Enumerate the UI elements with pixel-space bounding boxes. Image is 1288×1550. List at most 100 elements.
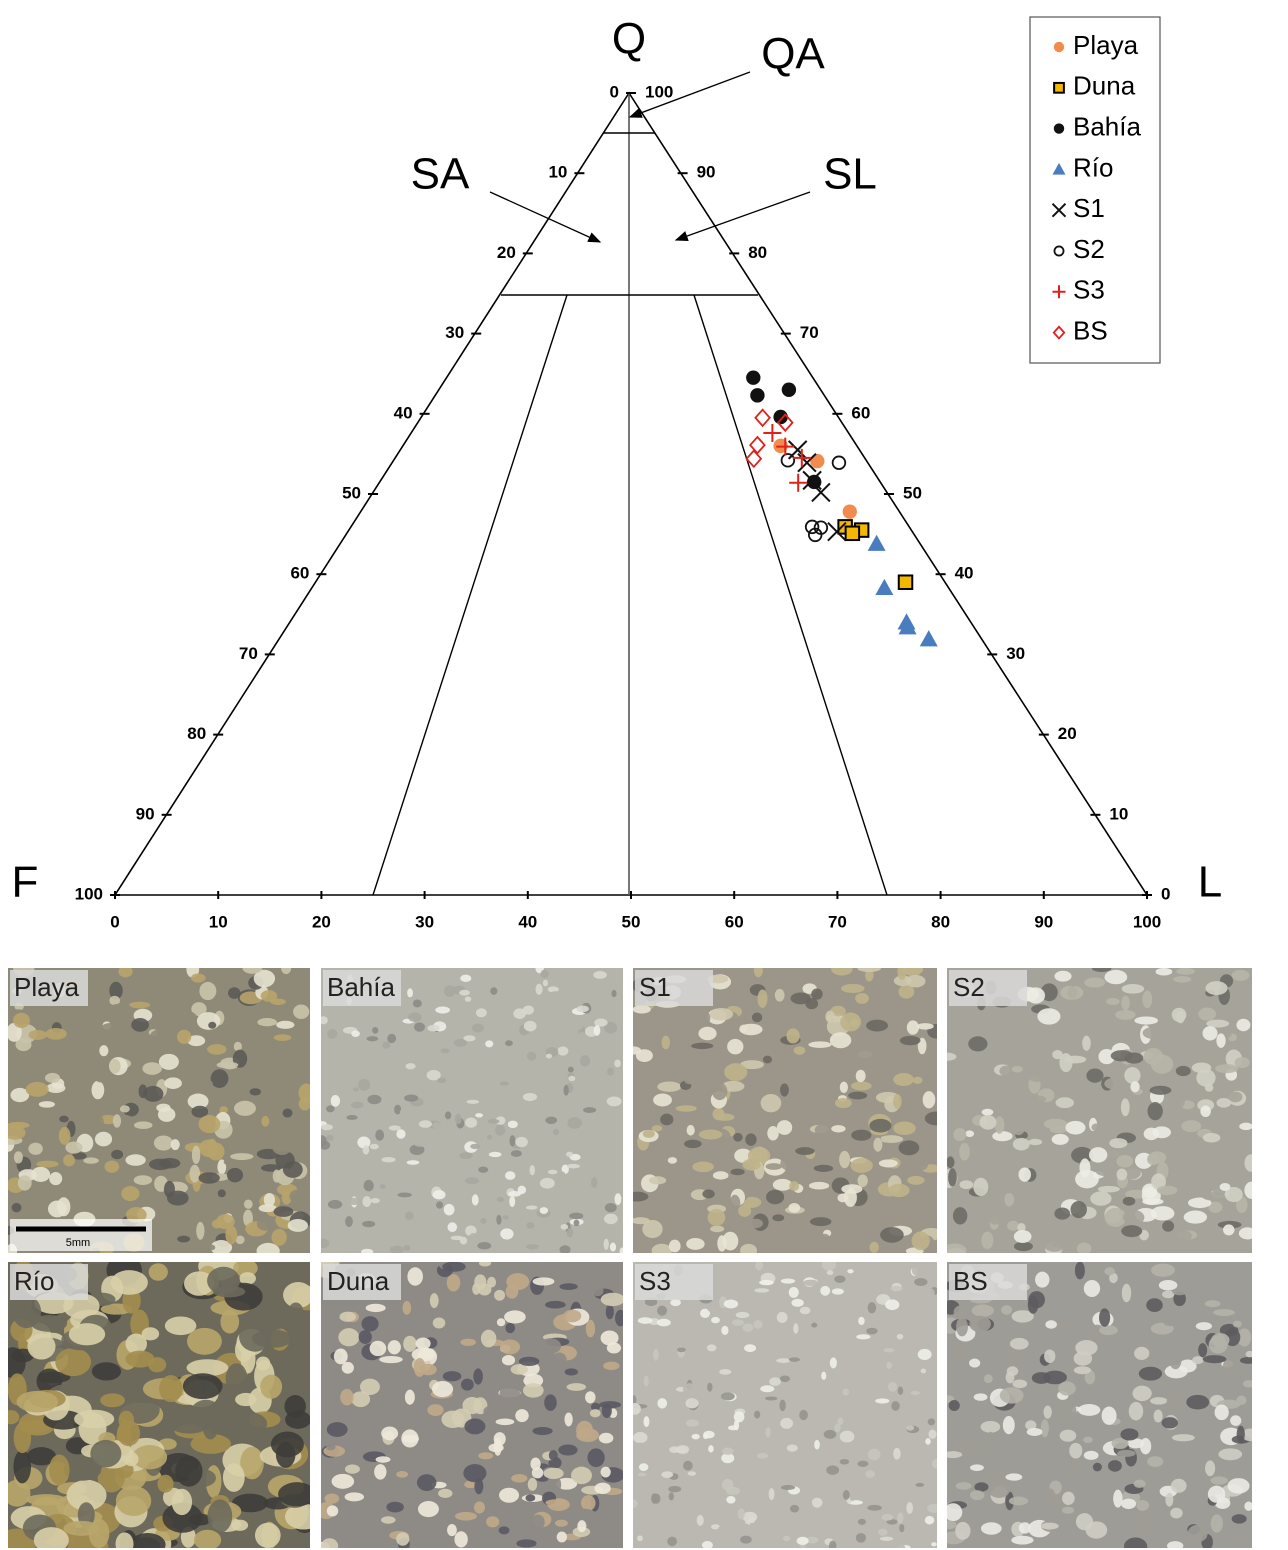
grain — [809, 1453, 817, 1462]
grain — [460, 1338, 477, 1346]
grain — [1136, 1499, 1150, 1511]
grain — [687, 1471, 696, 1476]
grain — [988, 1481, 1010, 1498]
grain — [563, 1100, 578, 1106]
grain — [686, 1238, 705, 1250]
grain — [786, 1028, 800, 1044]
legend-marker — [1052, 285, 1066, 299]
grain — [988, 1211, 1003, 1225]
grain — [1035, 1271, 1050, 1288]
grain — [517, 1185, 527, 1195]
triangle-frame — [113, 91, 1149, 896]
grain — [539, 1338, 562, 1354]
grain — [700, 1308, 711, 1318]
point — [810, 453, 825, 469]
grain — [1109, 1138, 1128, 1149]
grain — [1042, 1236, 1067, 1252]
point — [792, 448, 811, 467]
grain — [344, 1492, 365, 1502]
grain — [437, 1077, 447, 1084]
grain — [879, 1135, 904, 1143]
grain — [959, 1142, 970, 1161]
grain — [58, 1126, 71, 1145]
grain — [883, 1348, 895, 1353]
grain — [732, 1319, 744, 1326]
grain — [28, 1142, 43, 1155]
grain — [480, 1217, 487, 1224]
grain — [151, 1288, 187, 1309]
grain — [593, 970, 607, 979]
grain — [637, 1317, 653, 1324]
grain — [1186, 1394, 1210, 1410]
grain — [788, 1287, 799, 1298]
grain — [765, 1426, 771, 1438]
grain — [499, 1385, 521, 1402]
grain — [362, 1196, 372, 1208]
grain — [298, 1083, 310, 1103]
grain — [948, 1399, 960, 1411]
grain — [191, 1105, 209, 1118]
grain — [1075, 1169, 1099, 1189]
grain — [784, 1474, 796, 1479]
grain — [446, 1193, 461, 1202]
grain — [1025, 968, 1043, 979]
grain — [526, 1051, 537, 1061]
photo-texture — [321, 968, 623, 1253]
grain — [1040, 983, 1058, 1002]
grain — [979, 1114, 997, 1130]
grain — [906, 1502, 913, 1514]
grain — [897, 968, 907, 980]
grain — [739, 1023, 763, 1036]
grain — [885, 1012, 905, 1028]
grain — [738, 1204, 752, 1217]
grain — [382, 1041, 391, 1049]
grain — [795, 1147, 815, 1155]
grain — [1002, 1415, 1015, 1435]
grain — [477, 1242, 492, 1250]
grain — [486, 1134, 493, 1140]
tick-label: 20 — [1058, 724, 1077, 743]
grain — [438, 1488, 453, 1498]
grain — [974, 1482, 989, 1492]
grain — [412, 999, 422, 1008]
grain — [813, 1164, 834, 1172]
grain — [184, 1271, 215, 1296]
grain — [532, 1426, 553, 1436]
grain — [687, 1454, 693, 1462]
grain — [345, 1410, 367, 1426]
grain — [111, 1149, 124, 1160]
grain — [875, 1398, 890, 1404]
grain — [677, 1347, 686, 1353]
grain — [1092, 1462, 1102, 1472]
grain — [396, 1129, 406, 1139]
grain — [460, 1378, 474, 1391]
grain — [639, 1018, 653, 1028]
grain — [869, 1118, 892, 1133]
grain — [381, 1157, 396, 1163]
grain — [1013, 1230, 1032, 1243]
grain — [636, 1036, 648, 1047]
tick-label: 60 — [725, 912, 744, 931]
grain — [511, 1473, 528, 1483]
grain — [888, 1183, 910, 1198]
grain — [148, 1263, 168, 1281]
grain — [568, 1075, 576, 1082]
grain — [751, 1012, 763, 1023]
grain — [326, 1443, 336, 1451]
tick-label: 40 — [518, 912, 537, 931]
grain — [398, 1205, 410, 1213]
grain — [327, 1199, 343, 1209]
grain — [898, 1140, 920, 1156]
grain — [502, 1215, 509, 1220]
grain — [234, 1100, 256, 1116]
photo-panel: S3 — [633, 1262, 937, 1548]
grain — [747, 1218, 763, 1229]
grain — [1111, 1026, 1135, 1043]
grain — [893, 1447, 901, 1460]
grain — [115, 1532, 134, 1548]
arrow — [489, 191, 602, 243]
grain — [326, 1105, 335, 1113]
grain — [478, 1262, 492, 1267]
grain — [614, 1193, 622, 1205]
